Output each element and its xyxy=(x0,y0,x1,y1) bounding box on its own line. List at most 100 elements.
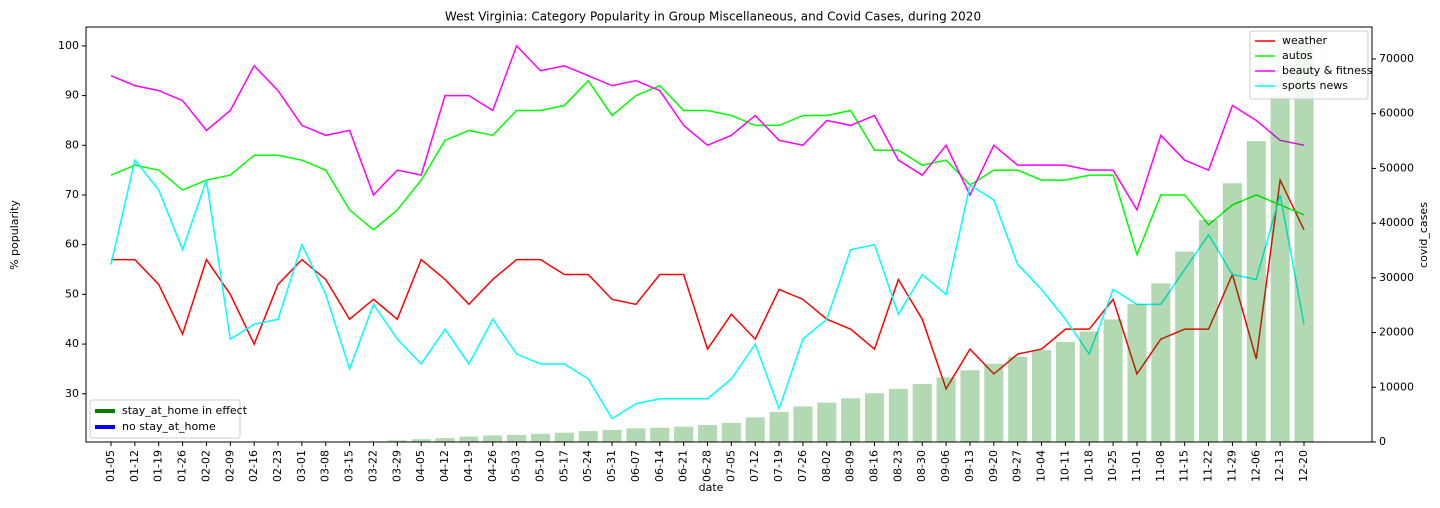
bar xyxy=(435,438,455,442)
x-tick-label: 05-31 xyxy=(605,450,618,482)
series-line xyxy=(110,44,1305,212)
bar xyxy=(602,429,622,442)
x-tick-label: 05-03 xyxy=(510,450,523,482)
x-tick-label: 03-22 xyxy=(366,450,379,482)
x-tick-label: 05-24 xyxy=(581,450,594,482)
y2-tick-label: 30000 xyxy=(1379,271,1414,284)
x-tick-label: 11-08 xyxy=(1154,450,1167,482)
x-tick-label: 11-15 xyxy=(1178,450,1191,482)
x-tick-label: 07-26 xyxy=(796,450,809,482)
legend-label: autos xyxy=(1282,49,1313,62)
bar xyxy=(721,422,741,442)
legend-box xyxy=(1249,30,1369,100)
bar xyxy=(1199,219,1219,442)
x-tick-label: 06-28 xyxy=(701,450,714,482)
x-tick-label: 08-16 xyxy=(868,450,881,482)
bar xyxy=(626,428,646,442)
series-line xyxy=(110,79,1305,257)
bar xyxy=(1079,331,1099,442)
y-tick-label: 100 xyxy=(58,39,79,52)
y2-axis-label: covid_cases xyxy=(1417,202,1430,268)
y2-tick-label: 50000 xyxy=(1379,161,1414,174)
bar xyxy=(483,435,503,442)
bar xyxy=(1103,319,1123,442)
bar xyxy=(1055,341,1075,442)
x-tick-label: 06-14 xyxy=(653,450,666,482)
bar xyxy=(530,433,551,442)
x-tick-label: 01-19 xyxy=(152,450,165,482)
legend-label: weather xyxy=(1282,34,1328,47)
x-tick-label: 10-04 xyxy=(1035,450,1048,482)
x-tick-label: 12-20 xyxy=(1297,450,1310,482)
bar xyxy=(650,427,670,442)
x-tick-label: 08-09 xyxy=(844,450,857,482)
bar xyxy=(793,406,813,442)
y-tick-label: 90 xyxy=(65,89,79,102)
x-tick-label: 09-13 xyxy=(963,450,976,482)
bar xyxy=(1151,283,1171,442)
x-tick-label: 07-05 xyxy=(724,450,737,482)
x-tick-label: 09-06 xyxy=(939,450,952,482)
x-tick-label: 10-25 xyxy=(1106,450,1119,482)
bar xyxy=(1270,96,1290,443)
chart-title: West Virginia: Category Popularity in Gr… xyxy=(445,10,981,24)
x-tick-label: 10-18 xyxy=(1082,450,1095,482)
bar xyxy=(697,425,718,442)
bar xyxy=(459,436,479,442)
series-line xyxy=(110,158,1305,420)
x-tick-label: 07-19 xyxy=(772,450,785,482)
x-tick-label: 02-02 xyxy=(199,450,212,482)
bar xyxy=(554,432,574,442)
y2-tick-label: 70000 xyxy=(1379,52,1414,65)
x-tick-label: 03-08 xyxy=(319,450,332,482)
x-tick-label: 12-06 xyxy=(1249,450,1262,482)
x-tick-label: 02-23 xyxy=(271,450,284,482)
bar xyxy=(387,440,407,442)
x-tick-label: 03-15 xyxy=(343,450,356,482)
plot-frame xyxy=(85,26,1373,443)
x-tick-label: 09-27 xyxy=(1011,450,1024,482)
bar xyxy=(864,393,885,442)
y-tick-label: 50 xyxy=(65,287,79,300)
x-tick-label: 08-23 xyxy=(891,450,904,482)
x-tick-label: 09-20 xyxy=(987,450,1000,482)
bar xyxy=(674,426,694,442)
bar xyxy=(1246,141,1266,442)
legend2-label: stay_at_home in effect xyxy=(122,404,248,417)
bar xyxy=(912,384,932,442)
x-tick-label: 01-05 xyxy=(104,450,117,482)
x-tick-label: 07-12 xyxy=(748,450,761,482)
bar xyxy=(1031,350,1052,442)
x-axis-label: date xyxy=(699,481,724,494)
x-tick-label: 04-12 xyxy=(438,450,451,482)
y-tick-label: 60 xyxy=(65,238,79,251)
legend2-box xyxy=(89,399,241,439)
x-tick-label: 11-29 xyxy=(1225,450,1238,482)
x-tick-label: 03-29 xyxy=(390,450,403,482)
y-tick-label: 30 xyxy=(65,387,79,400)
x-tick-label: 02-16 xyxy=(247,450,260,482)
bar xyxy=(960,370,980,442)
x-tick-label: 11-01 xyxy=(1130,450,1143,482)
bar xyxy=(769,411,789,442)
x-tick-label: 03-01 xyxy=(295,450,308,482)
bar xyxy=(1294,44,1314,442)
x-tick-label: 04-19 xyxy=(462,450,475,482)
x-tick-label: 04-26 xyxy=(486,450,499,482)
y2-tick-label: 0 xyxy=(1379,435,1386,448)
legend-label: beauty & fitness xyxy=(1282,64,1373,77)
x-tick-label: 06-07 xyxy=(629,450,642,482)
x-tick-label: 04-05 xyxy=(414,450,427,482)
series-line xyxy=(111,177,1305,391)
x-tick-label: 05-17 xyxy=(557,450,570,482)
y2-tick-label: 60000 xyxy=(1379,107,1414,120)
y2-tick-label: 40000 xyxy=(1379,216,1414,229)
x-tick-label: 12-13 xyxy=(1273,450,1286,482)
bar xyxy=(578,431,598,442)
bar xyxy=(1175,251,1195,442)
x-tick-label: 02-09 xyxy=(223,450,236,482)
x-tick-label: 08-02 xyxy=(820,450,833,482)
x-tick-label: 10-11 xyxy=(1058,450,1071,482)
y2-tick-label: 10000 xyxy=(1379,380,1414,393)
x-tick-label: 06-21 xyxy=(677,450,690,482)
